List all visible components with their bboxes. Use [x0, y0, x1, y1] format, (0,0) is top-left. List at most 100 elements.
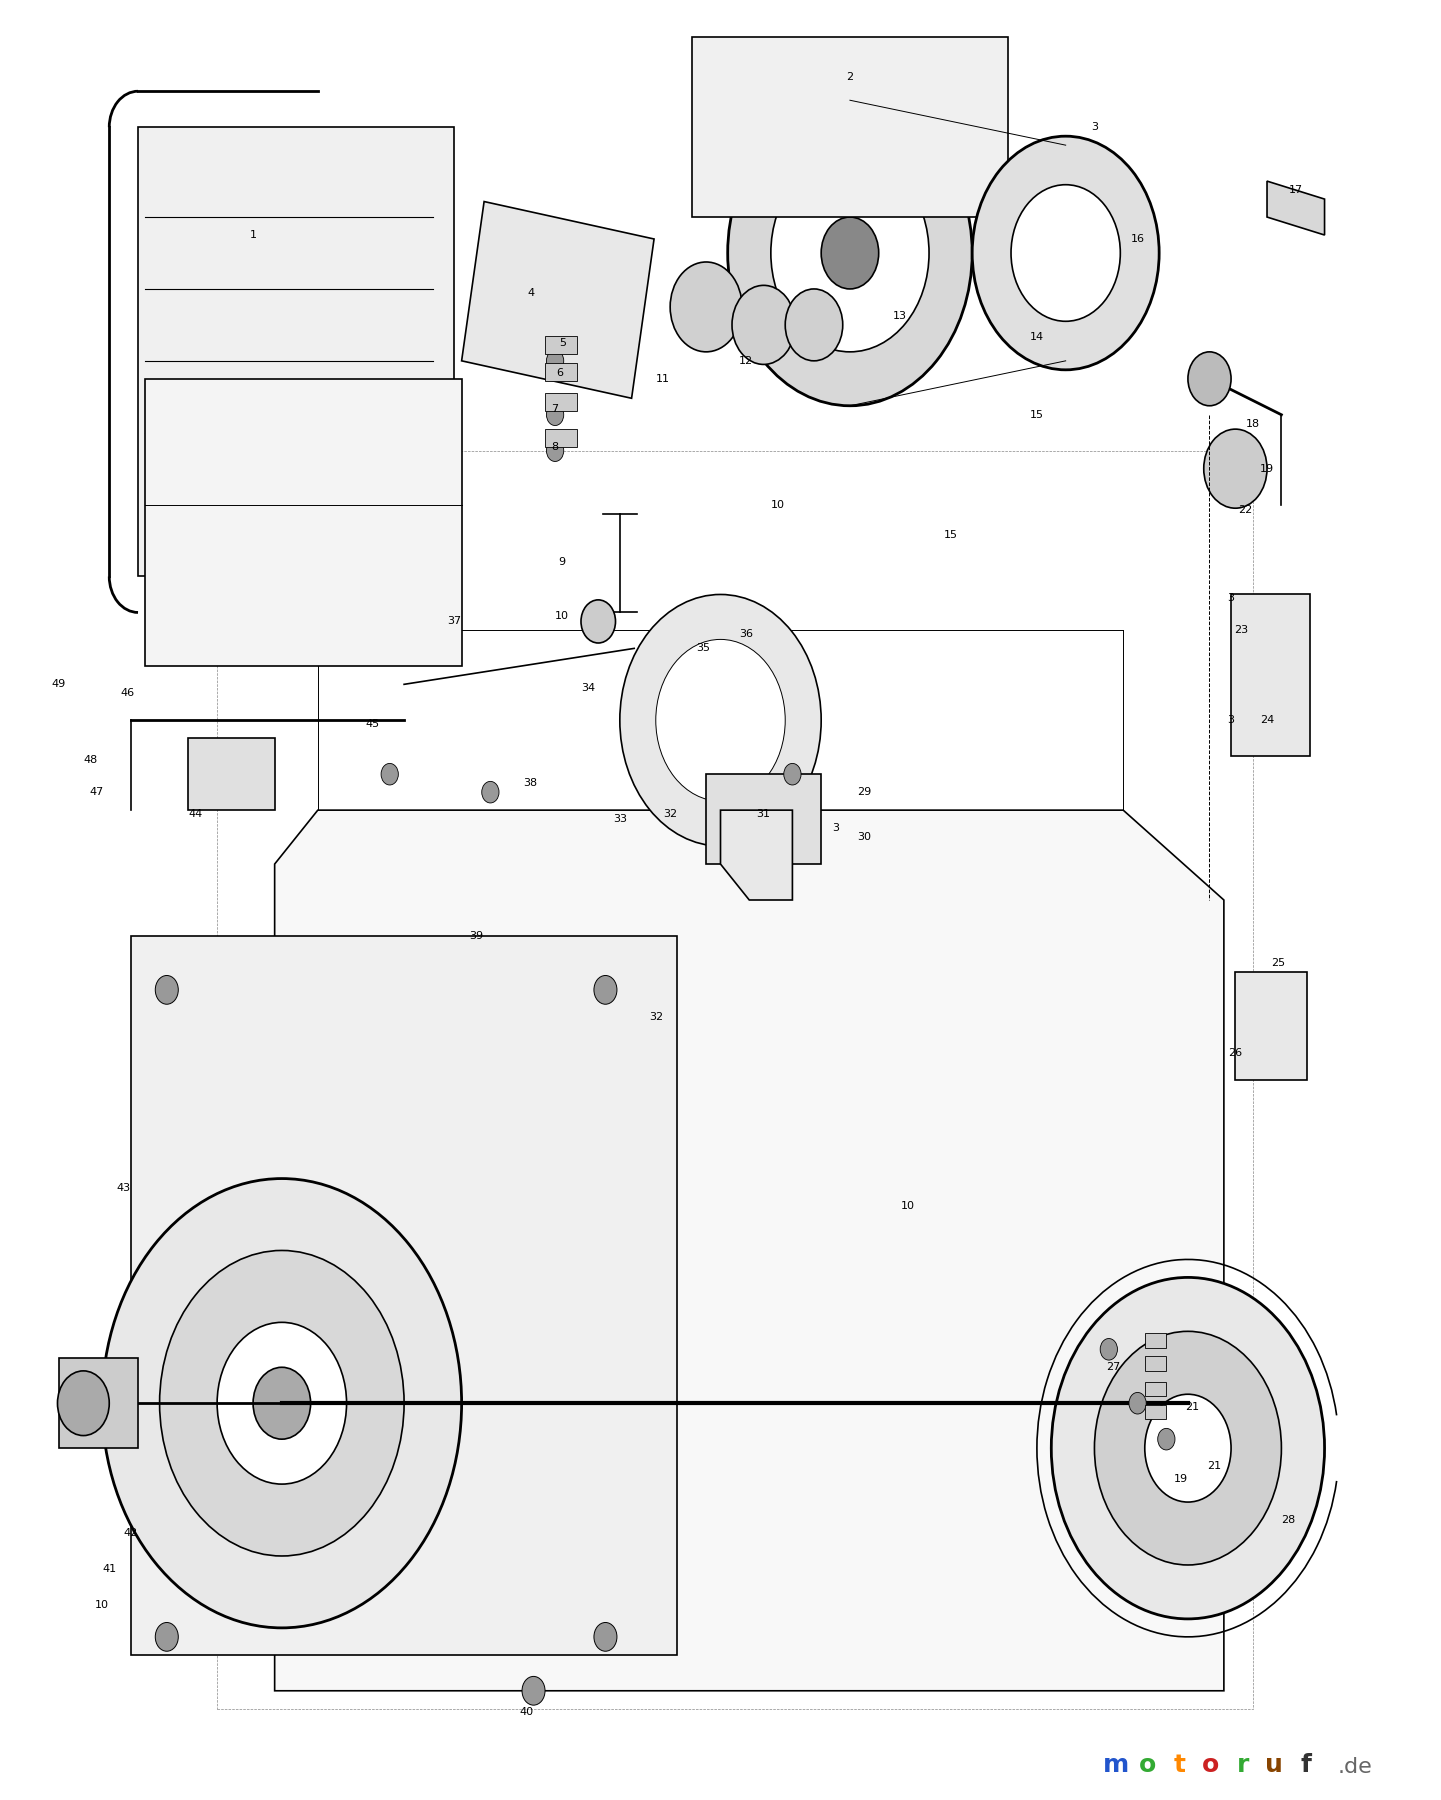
Text: 37: 37 — [447, 616, 461, 626]
Circle shape — [771, 155, 929, 351]
Text: 32: 32 — [663, 808, 677, 819]
Circle shape — [160, 1251, 403, 1555]
Text: 19: 19 — [1173, 1474, 1187, 1483]
Text: 42: 42 — [124, 1528, 138, 1537]
Text: 15: 15 — [944, 531, 958, 540]
Text: u: u — [1265, 1753, 1282, 1777]
Circle shape — [254, 1368, 311, 1440]
Bar — [1144, 1357, 1166, 1372]
Circle shape — [102, 1179, 461, 1627]
Polygon shape — [275, 810, 1223, 1690]
Text: t: t — [1173, 1753, 1186, 1777]
Circle shape — [380, 763, 398, 785]
Text: 36: 36 — [739, 628, 754, 639]
Polygon shape — [720, 810, 793, 900]
Text: 17: 17 — [1288, 185, 1303, 194]
Circle shape — [1157, 1429, 1174, 1451]
Circle shape — [656, 639, 785, 801]
Circle shape — [821, 218, 879, 290]
Text: 7: 7 — [552, 405, 559, 414]
Circle shape — [58, 1372, 110, 1436]
Text: 18: 18 — [1245, 419, 1259, 428]
Text: 48: 48 — [84, 754, 98, 765]
Text: 25: 25 — [1271, 958, 1285, 968]
Bar — [138, 128, 454, 576]
Text: 30: 30 — [857, 832, 872, 842]
Text: 44: 44 — [189, 808, 203, 819]
Text: 12: 12 — [739, 356, 754, 365]
Bar — [59, 1359, 138, 1449]
Circle shape — [1094, 1332, 1281, 1564]
Circle shape — [1012, 185, 1120, 320]
Text: o: o — [1202, 1753, 1219, 1777]
Text: 21: 21 — [1185, 1402, 1199, 1411]
Text: 6: 6 — [556, 369, 563, 378]
Text: 39: 39 — [468, 931, 483, 941]
Text: 22: 22 — [1238, 506, 1252, 515]
Circle shape — [1052, 1278, 1324, 1618]
Bar — [1144, 1382, 1166, 1397]
Circle shape — [1128, 1393, 1146, 1415]
Bar — [218, 450, 1252, 1708]
Bar — [545, 392, 576, 410]
Circle shape — [1144, 1395, 1231, 1501]
Text: 10: 10 — [95, 1600, 110, 1609]
Text: 34: 34 — [581, 682, 595, 693]
Text: 9: 9 — [559, 558, 566, 567]
Text: 10: 10 — [901, 1201, 915, 1211]
Text: 3: 3 — [1228, 592, 1235, 603]
Text: 41: 41 — [102, 1564, 117, 1573]
Circle shape — [594, 976, 617, 1004]
Text: 26: 26 — [1228, 1048, 1242, 1058]
Text: 15: 15 — [1030, 410, 1043, 419]
Circle shape — [546, 349, 563, 371]
Bar — [1235, 972, 1307, 1080]
Text: 21: 21 — [1206, 1462, 1221, 1471]
Circle shape — [522, 1676, 545, 1705]
Text: 35: 35 — [696, 643, 710, 653]
Circle shape — [156, 1622, 179, 1651]
Circle shape — [156, 976, 179, 1004]
Text: 5: 5 — [559, 338, 566, 347]
Text: 43: 43 — [117, 1183, 131, 1193]
Text: 24: 24 — [1259, 715, 1274, 725]
Text: 1: 1 — [249, 230, 256, 239]
Text: m: m — [1102, 1753, 1130, 1777]
Circle shape — [581, 599, 615, 643]
Text: 23: 23 — [1233, 625, 1248, 635]
Text: 45: 45 — [366, 718, 379, 729]
Circle shape — [546, 439, 563, 461]
Bar — [461, 202, 654, 398]
Text: 46: 46 — [121, 688, 135, 698]
Circle shape — [546, 403, 563, 425]
Circle shape — [481, 781, 499, 803]
Text: 31: 31 — [757, 808, 771, 819]
Polygon shape — [1267, 182, 1324, 236]
Circle shape — [732, 286, 795, 364]
Text: 19: 19 — [1259, 464, 1274, 473]
Bar — [1144, 1334, 1166, 1348]
Text: 33: 33 — [612, 814, 627, 824]
Text: 49: 49 — [52, 679, 66, 689]
Bar — [545, 428, 576, 446]
Text: 13: 13 — [893, 311, 908, 320]
Bar — [706, 774, 821, 864]
Bar — [545, 335, 576, 353]
Text: 4: 4 — [527, 288, 535, 297]
Text: 29: 29 — [857, 787, 872, 797]
Text: 38: 38 — [523, 778, 537, 788]
Circle shape — [1203, 428, 1267, 508]
Text: 11: 11 — [656, 374, 670, 383]
Text: o: o — [1138, 1753, 1156, 1777]
Text: f: f — [1300, 1753, 1311, 1777]
Text: .de: .de — [1337, 1757, 1372, 1777]
Circle shape — [594, 1622, 617, 1651]
Bar — [131, 936, 677, 1654]
Bar — [692, 38, 1009, 218]
Text: 40: 40 — [519, 1708, 533, 1717]
Text: 3: 3 — [1228, 715, 1235, 725]
Text: 14: 14 — [1030, 333, 1043, 342]
Circle shape — [620, 594, 821, 846]
Text: 3: 3 — [831, 823, 839, 833]
Text: 27: 27 — [1107, 1363, 1120, 1372]
